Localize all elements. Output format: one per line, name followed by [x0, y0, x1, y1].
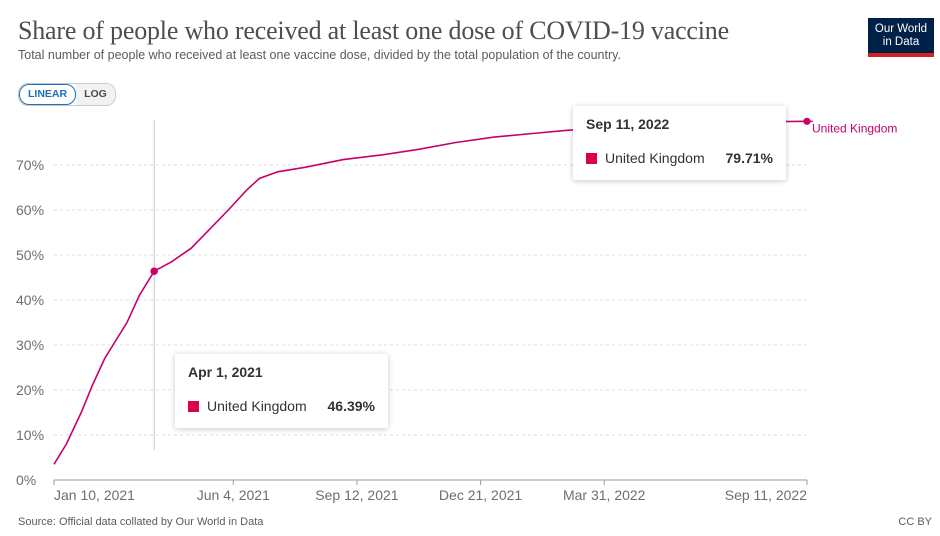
- logo-line-1: Our World: [874, 23, 928, 35]
- chart-title: Share of people who received at least on…: [18, 16, 729, 45]
- x-tick-label: Jun 4, 2021: [197, 487, 270, 503]
- y-tick-label: 0%: [16, 472, 36, 488]
- x-tick-label: Jan 10, 2021: [54, 487, 135, 503]
- y-tick-label: 40%: [16, 292, 44, 308]
- tooltip-entity: United Kingdom: [605, 150, 705, 166]
- x-tick-label: Sep 11, 2022: [725, 487, 807, 503]
- tooltip-value: 46.39%: [327, 398, 375, 414]
- grid-lines: [54, 164, 807, 436]
- x-tick-label: Dec 21, 2021: [439, 487, 522, 503]
- series-end-label[interactable]: United Kingdom: [812, 121, 897, 135]
- x-tick-label: Sep 12, 2021: [315, 487, 399, 503]
- legend-swatch: [586, 152, 597, 164]
- owid-logo[interactable]: Our World in Data: [868, 18, 934, 57]
- tooltip-hover: Apr 1, 2021 United Kingdom 46.39%: [175, 354, 388, 428]
- tooltip-entity: United Kingdom: [207, 398, 307, 414]
- scale-toggle: LINEAR LOG: [18, 83, 116, 106]
- tooltip-row: United Kingdom 46.39%: [188, 398, 375, 414]
- logo-line-2: in Data: [882, 36, 920, 48]
- chart-subtitle: Total number of people who received at l…: [18, 48, 621, 62]
- y-tick-label: 10%: [16, 427, 44, 443]
- tooltip-value: 79.71%: [725, 150, 773, 166]
- y-tick-label: 60%: [16, 202, 44, 218]
- tooltip-latest: Sep 11, 2022 United Kingdom 79.71%: [573, 106, 786, 180]
- legend-swatch: [188, 400, 199, 412]
- axes: 0% 10% 20% 30% 40% 50% 60% 70% Jan 10, 2021 Jun 4…: [16, 157, 808, 503]
- log-scale-button[interactable]: LOG: [76, 84, 115, 105]
- y-tick-label: 50%: [16, 247, 44, 263]
- y-tick-label: 20%: [16, 382, 44, 398]
- hover-point-marker[interactable]: [150, 267, 158, 276]
- y-tick-label: 70%: [16, 157, 44, 173]
- linear-scale-button[interactable]: LINEAR: [19, 84, 77, 105]
- y-tick-label: 30%: [16, 337, 44, 353]
- tooltip-date: Apr 1, 2021: [188, 364, 263, 380]
- license-link[interactable]: CC BY: [898, 516, 932, 528]
- source-note: Source: Official data collated by Our Wo…: [18, 516, 264, 528]
- x-tick-label: Mar 31, 2022: [563, 487, 646, 503]
- tooltip-date: Sep 11, 2022: [586, 116, 670, 132]
- end-point-marker[interactable]: [803, 117, 811, 125]
- tooltip-row: United Kingdom 79.71%: [586, 150, 773, 166]
